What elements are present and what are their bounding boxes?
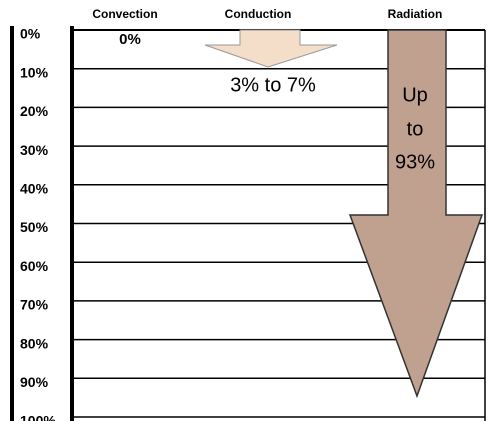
scale-label: 20% (20, 103, 49, 119)
scale-label: 90% (20, 374, 49, 390)
scale-label: 30% (20, 142, 49, 158)
scale-label: 10% (20, 64, 49, 80)
header: Radiation (388, 7, 443, 21)
header: Convection (92, 7, 157, 21)
scale-label: 0% (20, 26, 41, 42)
scale-label: 40% (20, 181, 49, 197)
radiation-label: to (407, 118, 424, 140)
conduction-label: 3% to 7% (230, 74, 316, 96)
scale-label: 70% (20, 297, 49, 313)
conduction-arrow (204, 29, 338, 68)
scale-label: 80% (20, 335, 49, 351)
header: Conduction (225, 7, 292, 21)
scale-label: 60% (20, 258, 49, 274)
scale-label: 50% (20, 219, 49, 235)
radiation-label: Up (402, 84, 428, 106)
scale-label: 100% (20, 413, 56, 421)
convection-label: 0% (119, 31, 141, 48)
radiation-label: 93% (395, 151, 435, 173)
radiation-arrow (348, 29, 484, 399)
